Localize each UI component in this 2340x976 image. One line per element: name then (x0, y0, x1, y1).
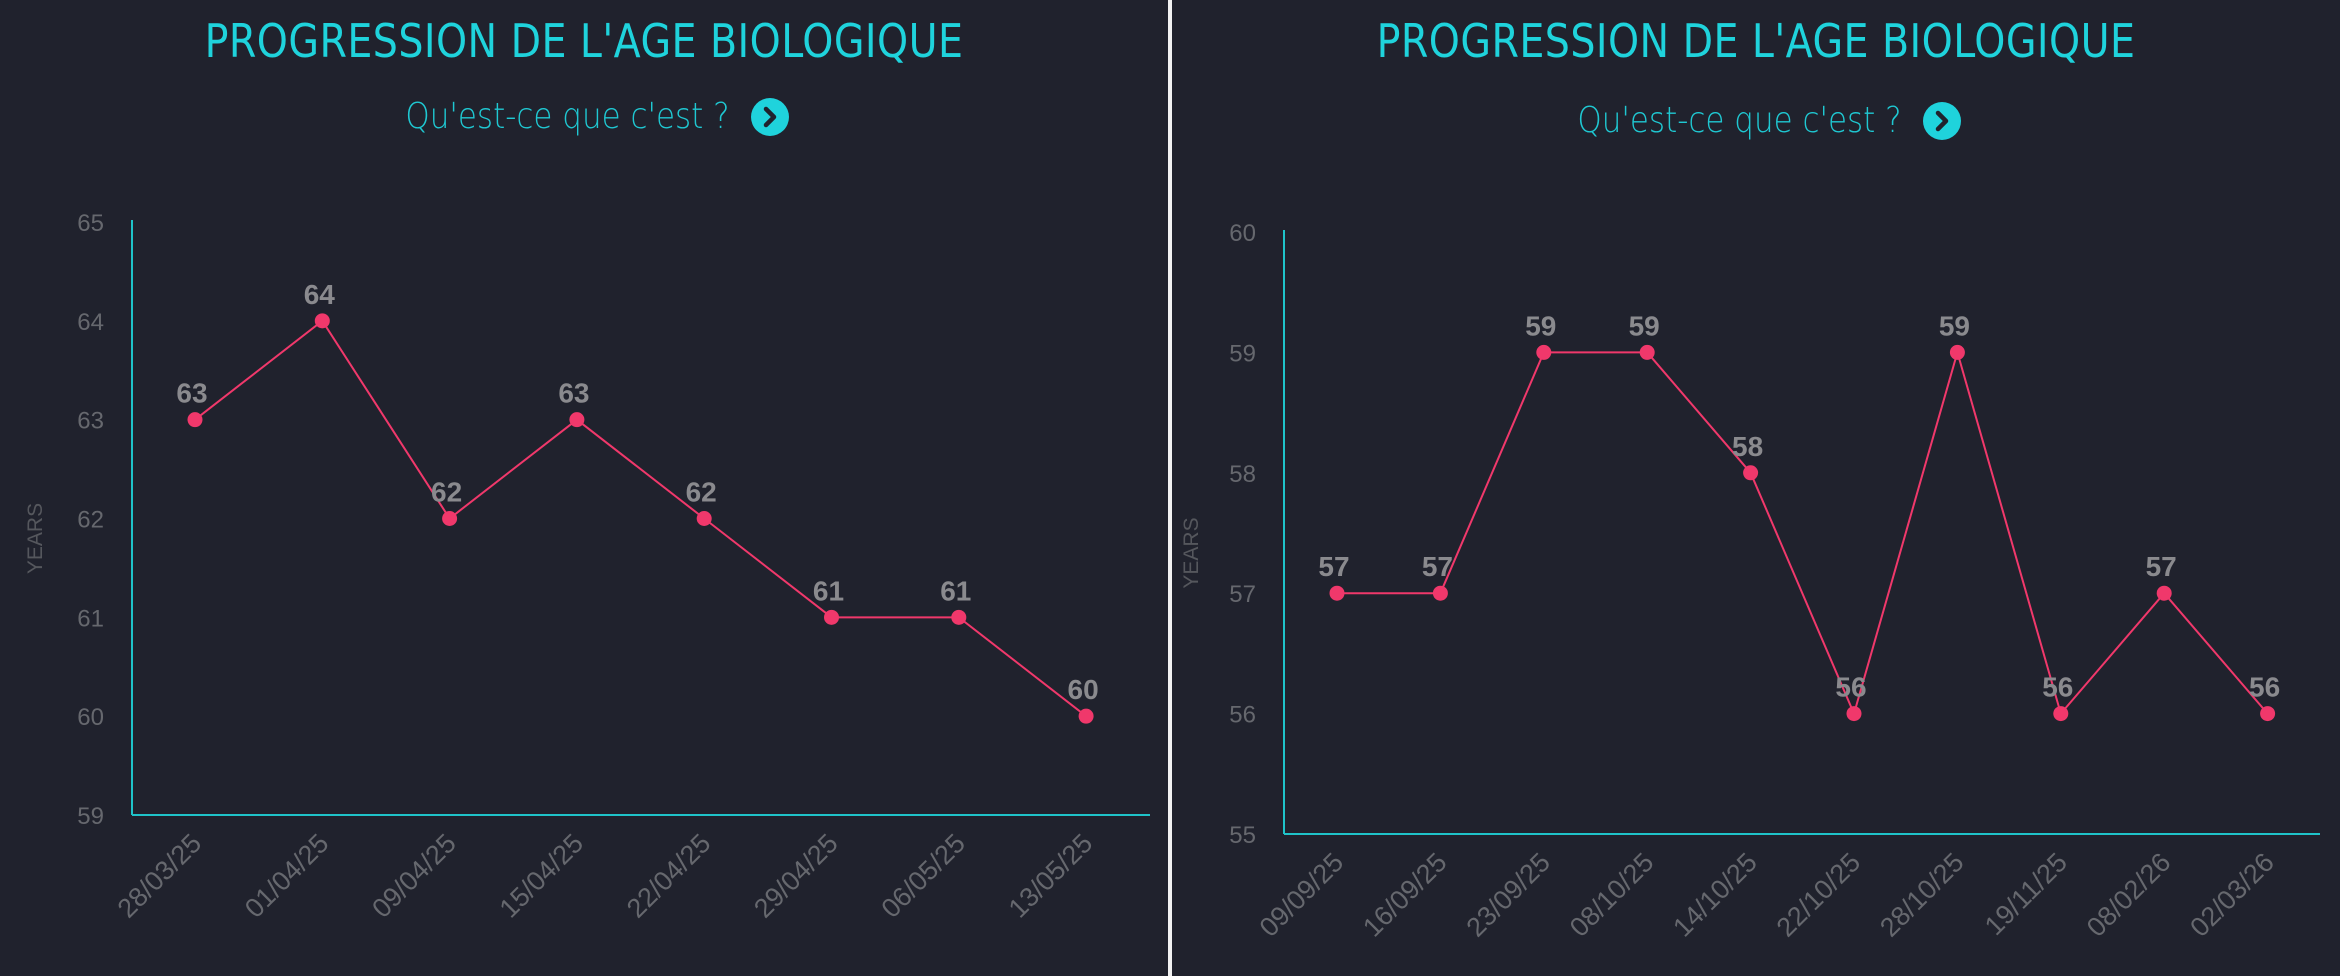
data-point[interactable] (1536, 344, 1552, 360)
panel-divider (1168, 0, 1172, 976)
y-tick-label: 60 (1229, 220, 1256, 247)
data-point-label: 62 (431, 477, 462, 508)
x-tick-label: 09/09/25 (1254, 847, 1350, 943)
data-point[interactable] (1432, 585, 1448, 601)
data-point[interactable] (2156, 585, 2172, 601)
x-tick-label: 23/09/25 (1461, 847, 1557, 943)
y-axis-label: YEARS (1180, 517, 1203, 588)
x-tick-label: 28/03/25 (112, 828, 208, 924)
info-link[interactable]: Qu'est-ce que c'est ? (0, 96, 1168, 137)
data-point[interactable] (1639, 344, 1655, 360)
chart-title: PROGRESSION DE L'AGE BIOLOGIQUE (1376, 14, 2136, 68)
x-tick-label: 01/04/25 (239, 828, 335, 924)
x-tick-label: 19/11/25 (1979, 847, 2073, 941)
data-point-label: 61 (940, 575, 971, 606)
data-point[interactable] (1743, 465, 1759, 481)
y-tick-label: 62 (77, 507, 104, 534)
data-point[interactable] (442, 511, 458, 526)
data-point[interactable] (1846, 706, 1862, 722)
x-tick-label: 08/10/25 (1564, 847, 1660, 943)
chart-panel-right: PROGRESSION DE L'AGE BIOLOGIQUE Qu'est-c… (1172, 0, 2340, 976)
data-point[interactable] (1329, 585, 1345, 601)
x-tick-label: 02/03/26 (2184, 847, 2280, 943)
x-tick-label: 14/10/25 (1667, 847, 1763, 943)
y-tick-label: 59 (77, 803, 104, 830)
info-link[interactable]: Qu'est-ce que c'est ? (1172, 100, 2340, 141)
line-chart-1: 59 60 61 62 63 64 65 YEARS 28/03/25 01/04/25 09/04… (24, 210, 1150, 924)
x-tick-label: 22/04/25 (621, 828, 717, 924)
chevron-right-circle-icon[interactable] (751, 97, 790, 136)
data-point-label: 63 (558, 378, 589, 409)
data-point[interactable] (569, 412, 585, 428)
y-tick-label: 55 (1229, 822, 1256, 849)
data-point[interactable] (2260, 706, 2276, 722)
line-chart-2: 55 56 57 58 59 60 YEARS 09/09/25 16/09/25 23/09/2… (1180, 220, 2320, 943)
y-tick-label: 59 (1229, 340, 1256, 367)
data-point-label: 56 (1835, 672, 1866, 703)
data-point-label: 59 (1939, 310, 1970, 341)
x-tick-label: 22/10/25 (1771, 847, 1867, 943)
data-point[interactable] (1949, 344, 1965, 360)
data-line (194, 319, 1087, 717)
y-tick-label: 65 (77, 210, 104, 237)
info-link-label: Qu'est-ce que c'est ? (404, 96, 730, 137)
x-tick-label: 29/04/25 (748, 828, 844, 924)
data-point[interactable] (187, 412, 203, 428)
data-point-label: 56 (2042, 672, 2073, 703)
data-point[interactable] (1078, 708, 1094, 724)
data-point[interactable] (314, 313, 330, 329)
y-tick-label: 60 (77, 704, 104, 731)
x-tick-label: 06/05/25 (876, 828, 972, 924)
y-tick-label: 61 (77, 605, 104, 632)
data-point-label: 57 (2146, 551, 2177, 582)
y-tick-label: 57 (1229, 581, 1256, 608)
data-point-label: 57 (1422, 551, 1453, 582)
data-point-label: 57 (1318, 551, 1349, 582)
x-tick-label: 13/05/25 (1003, 828, 1099, 924)
data-point-label: 59 (1629, 310, 1660, 341)
x-tick-label: 09/04/25 (366, 828, 462, 924)
y-tick-label: 64 (77, 309, 104, 336)
x-tick-label: 16/09/25 (1357, 847, 1453, 943)
chart-panel-left: PROGRESSION DE L'AGE BIOLOGIQUE Qu'est-c… (0, 0, 1168, 976)
data-point-label: 62 (686, 477, 717, 508)
data-point-label: 61 (813, 575, 844, 606)
data-point-label: 64 (304, 279, 336, 310)
data-point[interactable] (824, 609, 839, 625)
info-link-label: Qu'est-ce que c'est ? (1576, 100, 1902, 141)
data-point-label: 58 (1732, 431, 1763, 462)
chart-title: PROGRESSION DE L'AGE BIOLOGIQUE (204, 14, 964, 68)
x-tick-label: 15/04/25 (494, 828, 590, 924)
data-point[interactable] (2053, 706, 2069, 722)
data-point-label: 59 (1525, 310, 1556, 341)
data-line (1337, 348, 2269, 717)
chevron-right-circle-icon[interactable] (1923, 101, 1962, 140)
x-tick-label: 08/02/26 (2081, 847, 2177, 943)
data-point-label: 56 (2249, 672, 2280, 703)
x-tick-label: 28/10/25 (1874, 847, 1970, 943)
y-tick-label: 63 (77, 408, 104, 435)
y-tick-label: 58 (1229, 461, 1256, 488)
data-point-label: 63 (176, 378, 207, 409)
data-point-label: 60 (1068, 674, 1099, 705)
y-tick-label: 56 (1229, 702, 1256, 729)
data-point[interactable] (951, 609, 967, 625)
y-axis-label: YEARS (24, 503, 47, 574)
data-point[interactable] (696, 511, 712, 526)
